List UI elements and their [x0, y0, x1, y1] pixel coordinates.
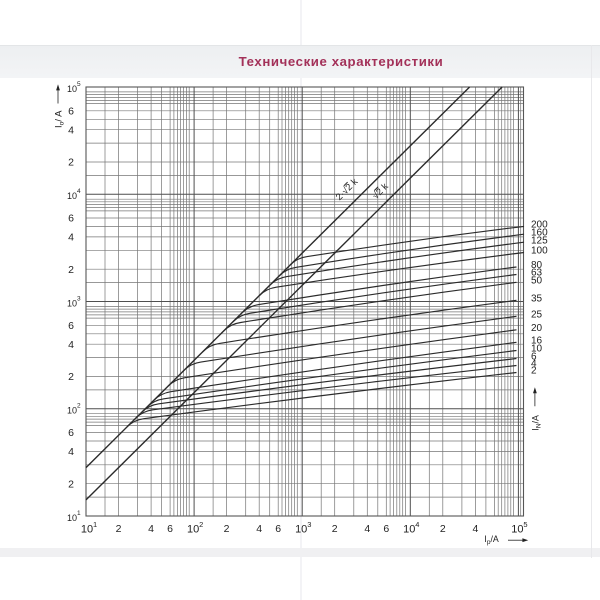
svg-text:6: 6 [68, 320, 74, 332]
svg-text:Ip/A: Ip/A [484, 534, 499, 546]
svg-text:2: 2 [68, 157, 74, 169]
svg-text:4: 4 [68, 124, 74, 136]
svg-text:Io/ A: Io/ A [54, 110, 66, 128]
svg-text:4: 4 [531, 359, 537, 370]
svg-text:10: 10 [81, 524, 93, 536]
svg-text:10: 10 [67, 513, 77, 523]
svg-text:10: 10 [295, 524, 307, 536]
svg-text:3: 3 [307, 520, 311, 529]
svg-text:2: 2 [224, 523, 230, 535]
svg-text:160: 160 [531, 227, 548, 238]
svg-text:4: 4 [256, 523, 262, 535]
svg-text:5: 5 [77, 81, 81, 88]
svg-text:6: 6 [68, 105, 74, 117]
svg-text:2: 2 [77, 403, 81, 410]
svg-text:4: 4 [472, 523, 478, 535]
svg-text:1: 1 [93, 520, 97, 529]
svg-text:200: 200 [531, 220, 548, 231]
svg-text:√2 k: √2 k [370, 181, 391, 202]
svg-text:10: 10 [67, 191, 77, 201]
svg-text:10: 10 [531, 344, 543, 355]
svg-text:6: 6 [531, 352, 537, 363]
svg-text:5: 5 [523, 520, 527, 529]
svg-text:3: 3 [77, 295, 81, 302]
svg-text:25: 25 [531, 310, 543, 321]
svg-text:2: 2 [68, 371, 74, 383]
svg-text:10: 10 [67, 84, 77, 94]
svg-text:10: 10 [187, 524, 199, 536]
svg-text:16: 16 [531, 336, 543, 347]
svg-text:4: 4 [68, 339, 74, 351]
svg-text:35: 35 [531, 294, 543, 305]
svg-text:80: 80 [531, 260, 543, 271]
svg-text:2: 2 [531, 366, 537, 377]
svg-text:6: 6 [68, 427, 74, 439]
svg-text:10: 10 [67, 298, 77, 308]
svg-text:4: 4 [68, 232, 74, 244]
svg-text:20: 20 [531, 323, 543, 334]
svg-text:4: 4 [415, 520, 419, 529]
svg-text:125: 125 [531, 235, 548, 246]
svg-text:2: 2 [68, 264, 74, 276]
svg-text:4: 4 [148, 523, 154, 535]
svg-text:2: 2 [440, 523, 446, 535]
svg-text:2: 2 [116, 523, 122, 535]
svg-text:6: 6 [167, 523, 173, 535]
svg-text:6: 6 [68, 213, 74, 225]
svg-text:10: 10 [67, 406, 77, 416]
svg-text:4: 4 [68, 446, 74, 458]
svg-text:4: 4 [77, 188, 81, 195]
svg-text:50: 50 [531, 276, 543, 287]
svg-text:2: 2 [332, 523, 338, 535]
svg-text:1: 1 [77, 510, 81, 517]
svg-text:4: 4 [364, 523, 370, 535]
svg-text:2: 2 [68, 478, 74, 490]
svg-text:2: 2 [199, 520, 203, 529]
svg-text:63: 63 [531, 268, 543, 279]
svg-text:6: 6 [275, 523, 281, 535]
svg-text:IN/A: IN/A [531, 415, 543, 431]
svg-text:6: 6 [383, 523, 389, 535]
svg-text:10: 10 [511, 524, 523, 536]
svg-text:10: 10 [403, 524, 415, 536]
svg-text:100: 100 [531, 246, 548, 257]
